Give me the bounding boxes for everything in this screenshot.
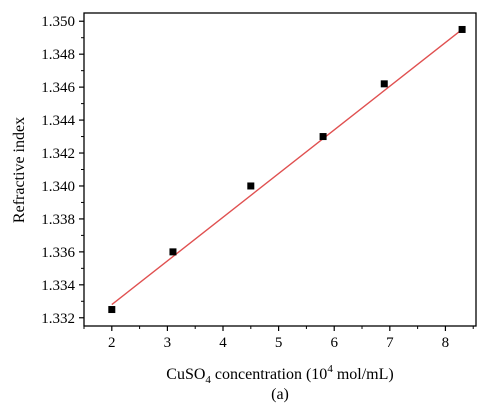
y-tick-label: 1.332 (41, 311, 75, 327)
y-tick-label: 1.340 (41, 179, 75, 195)
x-tick-label: 5 (275, 335, 283, 351)
x-axis-label-superscript: 4 (327, 363, 333, 375)
data-point (108, 306, 116, 314)
figure-caption: (a) (271, 386, 289, 403)
y-tick-label: 1.350 (41, 14, 75, 30)
data-point (319, 133, 327, 141)
tick-marks (79, 20, 474, 331)
x-tick-label: 2 (108, 335, 116, 351)
data-point (380, 80, 388, 88)
x-axis-label-suffix: mol/mL) (333, 366, 394, 383)
x-tick-label: 8 (442, 335, 450, 351)
plot-frame (83, 12, 477, 327)
y-tick-label: 1.338 (41, 212, 75, 228)
data-point (247, 182, 255, 190)
data-points (108, 25, 466, 314)
y-axis-label: Refractive index (11, 117, 28, 223)
y-tick-label: 1.346 (41, 80, 75, 96)
y-tick-label: 1.348 (41, 47, 75, 63)
x-axis-label-subscript: 4 (205, 374, 211, 386)
x-tick-label: 7 (386, 335, 394, 351)
y-tick-label: 1.344 (41, 113, 75, 129)
y-tick-label: 1.336 (41, 245, 75, 261)
linear-fit-line (111, 28, 463, 306)
x-tick-label: 4 (219, 335, 227, 351)
data-point (458, 25, 466, 33)
fit-line-group (111, 28, 463, 306)
x-tick-label: 6 (330, 335, 338, 351)
x-axis-label-prefix: CuSO (166, 366, 205, 383)
y-tick-label: 1.342 (41, 146, 75, 162)
tick-labels: 2 3 4 5 6 7 8 1.332 1.334 1.336 1.338 1.340 1.342 1.3… (41, 14, 449, 351)
x-tick-label: 3 (164, 335, 172, 351)
y-tick-label: 1.334 (41, 278, 75, 294)
x-axis-label-middle: concentration (10 (211, 366, 327, 383)
data-point (169, 248, 177, 256)
x-axis-label: CuSO4 concentration (104 mol/mL) (166, 363, 393, 386)
